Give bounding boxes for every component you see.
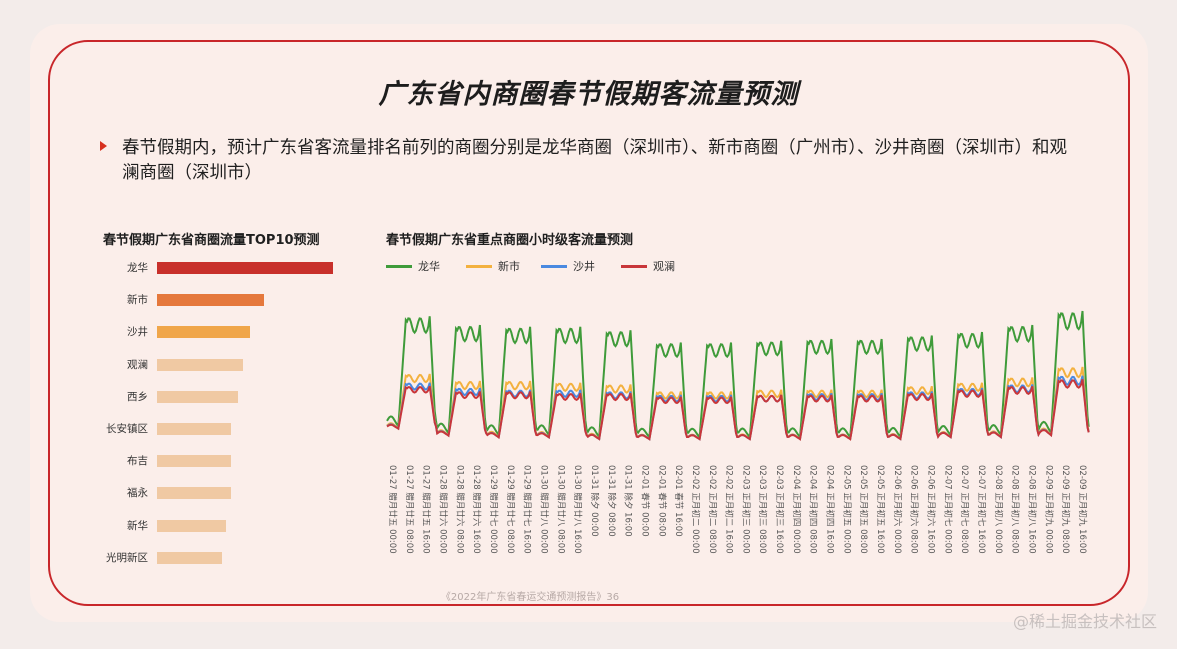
x-tick-label: 02-07 正月初七 08:00 bbox=[959, 465, 970, 554]
bullet-triangle-icon bbox=[100, 141, 107, 151]
x-tick-label: 01-27 腊月廿五 16:00 bbox=[421, 465, 432, 554]
bar-label: 龙华 bbox=[127, 262, 148, 274]
legend-swatch bbox=[621, 264, 647, 268]
x-tick-label: 02-09 正月初九 00:00 bbox=[1043, 465, 1054, 554]
bar-label: 西乡 bbox=[127, 390, 148, 403]
x-tick-label: 02-04 正月初四 16:00 bbox=[825, 465, 836, 554]
x-tick-label: 02-06 正月初六 00:00 bbox=[892, 465, 903, 554]
x-tick-label: 02-03 正月初三 16:00 bbox=[774, 465, 785, 554]
watermark: @稀土掘金技术社区 bbox=[1012, 612, 1157, 631]
line-chart-title: 春节假期广东省重点商圈小时级客流量预测 bbox=[386, 233, 634, 248]
bar-chart-title: 春节假期广东省商圈流量TOP10预测 bbox=[103, 233, 320, 248]
legend-item: 龙华 bbox=[386, 258, 440, 274]
x-tick-label: 01-30 腊月廿八 00:00 bbox=[539, 465, 550, 554]
bar-label: 光明新区 bbox=[106, 551, 148, 564]
x-tick-label: 01-28 腊月廿六 08:00 bbox=[454, 465, 465, 554]
x-tick-label: 02-05 正月初五 08:00 bbox=[858, 465, 869, 554]
x-tick-label: 02-02 正月初二 16:00 bbox=[724, 465, 735, 554]
x-tick-label: 02-06 正月初六 16:00 bbox=[926, 465, 937, 554]
bar bbox=[157, 262, 333, 274]
bar-label: 观澜 bbox=[127, 358, 148, 371]
bar-label: 长安镇区 bbox=[106, 423, 148, 435]
series-line bbox=[386, 310, 1090, 441]
legend-label: 龙华 bbox=[418, 260, 440, 273]
x-tick-label: 02-01 春节 16:00 bbox=[673, 465, 684, 537]
bar bbox=[157, 519, 226, 532]
x-tick-label: 01-27 腊月廿五 00:00 bbox=[387, 465, 398, 554]
bar-label: 沙井 bbox=[127, 326, 148, 339]
x-tick-label: 02-05 正月初五 16:00 bbox=[875, 465, 886, 554]
bar bbox=[157, 326, 251, 339]
x-tick-label: 01-29 腊月廿七 08:00 bbox=[505, 465, 516, 554]
x-tick-label: 02-06 正月初六 08:00 bbox=[909, 465, 920, 554]
x-tick-label: 01-30 腊月廿八 16:00 bbox=[572, 465, 583, 554]
source-footer: 《2022年广东省春运交通预测报告》36 bbox=[440, 592, 620, 603]
x-tick-label: 01-28 腊月廿六 16:00 bbox=[471, 465, 482, 554]
bar bbox=[157, 390, 238, 403]
bar bbox=[157, 551, 223, 564]
x-tick-label: 02-02 正月初二 08:00 bbox=[707, 465, 718, 554]
bar bbox=[157, 294, 265, 307]
x-tick-label: 02-01 春节 00:00 bbox=[639, 465, 650, 537]
x-tick-label: 02-08 正月初八 16:00 bbox=[1027, 465, 1038, 554]
x-tick-label: 01-27 腊月廿五 08:00 bbox=[404, 465, 415, 554]
legend-item: 新市 bbox=[466, 258, 520, 274]
bar bbox=[157, 455, 231, 468]
page-title: 广东省内商圈春节假期客流量预测 bbox=[378, 79, 799, 110]
x-tick-label: 01-29 腊月廿七 00:00 bbox=[488, 465, 499, 554]
x-tick-label: 01-29 腊月廿七 16:00 bbox=[522, 465, 533, 554]
line-chart: 01-27 腊月廿五 00:00 01-27 腊月廿五 08:00 01-27 腊月… bbox=[386, 310, 1090, 554]
bar-label: 福永 bbox=[127, 487, 148, 500]
bullet-text: 春节假期内，预计广东省客流量排名前列的商圈分别是龙华商圈（深圳市）、新市商圈（广… bbox=[122, 138, 1067, 183]
x-tick-label: 02-02 正月初二 00:00 bbox=[690, 465, 701, 554]
legend-label: 沙井 bbox=[573, 260, 595, 273]
x-tick-label: 01-28 腊月廿六 00:00 bbox=[438, 465, 449, 554]
x-tick-label: 02-07 正月初七 00:00 bbox=[942, 465, 953, 554]
decorative-frame bbox=[48, 40, 1130, 606]
x-tick-label: 01-31 除夕 08:00 bbox=[606, 465, 617, 537]
x-tick-label: 02-08 正月初八 00:00 bbox=[993, 465, 1004, 554]
x-tick-label: 02-01 春节 08:00 bbox=[656, 465, 667, 537]
x-tick-label: 02-05 正月初五 00:00 bbox=[841, 465, 852, 554]
x-tick-label: 02-08 正月初八 08:00 bbox=[1010, 465, 1021, 554]
x-tick-label: 02-09 正月初九 08:00 bbox=[1060, 465, 1071, 554]
x-tick-label: 01-31 除夕 00:00 bbox=[589, 465, 600, 537]
legend-item: 观澜 bbox=[621, 258, 675, 274]
legend-swatch bbox=[541, 264, 567, 268]
legend-label: 观澜 bbox=[653, 260, 675, 273]
x-tick-label: 02-09 正月初九 16:00 bbox=[1077, 465, 1088, 554]
legend-swatch bbox=[466, 264, 492, 268]
bar-label: 新市 bbox=[127, 294, 148, 307]
x-tick-label: 02-04 正月初四 00:00 bbox=[791, 465, 802, 554]
x-tick-label: 02-03 正月初三 00:00 bbox=[740, 465, 751, 554]
bar-label: 布吉 bbox=[127, 455, 148, 468]
legend-item: 沙井 bbox=[541, 258, 595, 274]
series-line bbox=[386, 379, 1090, 441]
bar bbox=[157, 358, 244, 371]
legend-label: 新市 bbox=[498, 260, 520, 273]
bar-label: 新华 bbox=[127, 519, 148, 532]
x-tick-label: 02-04 正月初四 08:00 bbox=[808, 465, 819, 554]
x-tick-label: 01-30 腊月廿八 08:00 bbox=[555, 465, 566, 554]
legend-swatch bbox=[386, 264, 412, 268]
x-tick-label: 01-31 除夕 16:00 bbox=[623, 465, 634, 537]
x-tick-label: 02-03 正月初三 08:00 bbox=[757, 465, 768, 554]
bar bbox=[157, 423, 231, 435]
bar bbox=[157, 487, 231, 500]
x-tick-label: 02-07 正月初七 16:00 bbox=[976, 465, 987, 554]
